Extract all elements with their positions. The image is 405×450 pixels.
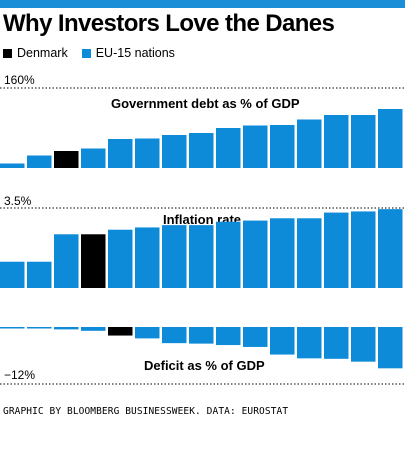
deficit-bar bbox=[243, 327, 268, 347]
deficit-bar bbox=[351, 327, 376, 362]
debt-bar bbox=[243, 125, 268, 168]
deficit-bar bbox=[54, 327, 79, 330]
debt-bar bbox=[135, 138, 160, 168]
deficit-bar bbox=[324, 327, 349, 359]
debt-bar bbox=[351, 115, 376, 168]
debt-axis-max-label: 160% bbox=[4, 73, 35, 87]
inflation-axis-max-label: 3.5% bbox=[4, 194, 32, 208]
legend-label-denmark: Denmark bbox=[17, 46, 68, 60]
debt-bar bbox=[324, 115, 349, 168]
inflation-bar bbox=[297, 218, 322, 288]
inflation-bar bbox=[27, 261, 52, 288]
deficit-panel-title: Deficit as % of GDP bbox=[144, 358, 265, 373]
legend-label-eu15: EU-15 nations bbox=[95, 46, 175, 60]
inflation-bar bbox=[135, 227, 160, 288]
inflation-bar bbox=[378, 209, 403, 288]
inflation-bar bbox=[54, 234, 79, 288]
inflation-bar bbox=[108, 229, 133, 288]
debt-panel-title: Government debt as % of GDP bbox=[111, 96, 300, 111]
legend-swatch-eu15 bbox=[81, 48, 91, 58]
deficit-bar bbox=[135, 327, 160, 339]
legend-item-denmark: Denmark bbox=[3, 46, 68, 60]
debt-bar bbox=[162, 135, 187, 168]
debt-bar bbox=[297, 119, 322, 168]
deficit-bar-denmark bbox=[108, 327, 133, 336]
deficit-bar bbox=[216, 327, 241, 346]
deficit-bar bbox=[162, 327, 187, 344]
deficit-bar bbox=[378, 327, 403, 369]
inflation-bar bbox=[324, 212, 349, 288]
debt-bar bbox=[378, 109, 403, 168]
deficit-bar bbox=[27, 327, 52, 329]
legend-swatch-denmark bbox=[3, 48, 12, 58]
debt-bar bbox=[81, 148, 106, 168]
deficit-bar bbox=[189, 327, 214, 344]
debt-bar bbox=[270, 125, 295, 168]
inflation-bar bbox=[189, 225, 214, 288]
deficit-bar bbox=[81, 327, 106, 331]
debt-bar bbox=[0, 163, 25, 168]
deficit-axis-min-label: −12% bbox=[4, 368, 36, 382]
deficit-bar bbox=[0, 327, 25, 329]
deficit-bar bbox=[297, 327, 322, 359]
deficit-bar bbox=[270, 327, 295, 355]
legend-item-eu15: EU-15 nations bbox=[81, 46, 175, 60]
debt-bar bbox=[189, 133, 214, 168]
debt-bar-denmark bbox=[54, 151, 79, 168]
inflation-bar-denmark bbox=[81, 234, 106, 288]
inflation-bar bbox=[243, 220, 268, 288]
legend: Denmark EU-15 nations bbox=[3, 46, 189, 60]
inflation-bar bbox=[0, 261, 25, 288]
inflation-bar bbox=[351, 211, 376, 288]
debt-bar bbox=[27, 155, 52, 168]
chart-title: Why Investors Love the Danes bbox=[3, 10, 335, 37]
debt-bar bbox=[108, 139, 133, 168]
header-bar bbox=[0, 0, 405, 8]
debt-bar bbox=[216, 128, 241, 168]
inflation-bar bbox=[216, 221, 241, 288]
inflation-bar bbox=[270, 218, 295, 288]
inflation-bar bbox=[162, 225, 187, 288]
source-note: GRAPHIC BY BLOOMBERG BUSINESSWEEK. DATA:… bbox=[3, 406, 289, 417]
